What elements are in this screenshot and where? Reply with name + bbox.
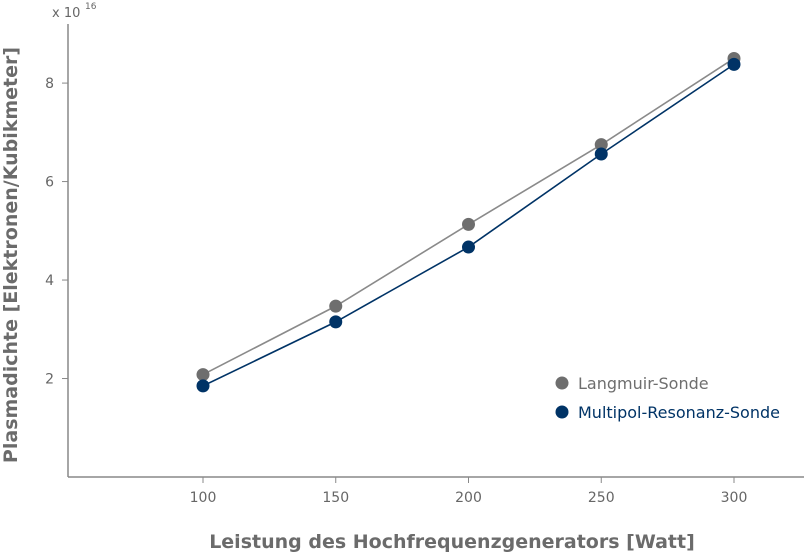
legend-label-langmuir-sonde: Langmuir-Sonde: [578, 374, 709, 393]
y-multiplier-exponent: 16: [85, 2, 97, 12]
legend-marker-multipol-resonanz-sonde: [555, 405, 569, 419]
y-multiplier-base: x 10: [52, 6, 80, 21]
axes: [67, 24, 804, 478]
x-tick-label: 150: [322, 490, 349, 506]
data-point-multipol-resonanz-sonde: [594, 147, 608, 161]
x-ticks: 100 150 200 250 300: [190, 477, 748, 506]
y-ticks: 2 4 6 8: [45, 76, 68, 388]
series-line-langmuir-sonde: [202, 57, 735, 376]
y-tick-label: 4: [45, 273, 54, 289]
legend-marker-langmuir-sonde: [555, 376, 569, 390]
legend-label-multipol-resonanz-sonde: Multipol-Resonanz-Sonde: [578, 403, 780, 422]
y-axis-multiplier: x 10 16: [52, 2, 97, 21]
y-tick-label: 2: [45, 372, 54, 388]
x-tick-label: 200: [455, 490, 482, 506]
data-point-multipol-resonanz-sonde: [329, 315, 343, 329]
legend: Langmuir-Sonde Multipol-Resonanz-Sonde: [555, 374, 780, 422]
x-tick-label: 100: [190, 490, 217, 506]
data-point-langmuir-sonde: [594, 138, 608, 152]
x-tick-label: 300: [721, 490, 748, 506]
data-point-multipol-resonanz-sonde: [727, 57, 741, 71]
x-axis-title: Leistung des Hochfrequenzgenerators [Wat…: [209, 531, 695, 553]
data-point-langmuir-sonde: [329, 299, 343, 313]
y-tick-label: 8: [45, 76, 54, 92]
data-point-langmuir-sonde: [196, 368, 210, 382]
data-point-multipol-resonanz-sonde: [196, 379, 210, 393]
y-axis-title: Plasmadichte [Elektronen/Kubikmeter]: [0, 47, 22, 463]
series-layer: [196, 51, 741, 393]
y-tick-label: 6: [45, 175, 54, 191]
data-point-multipol-resonanz-sonde: [462, 240, 475, 254]
data-point-langmuir-sonde: [462, 217, 475, 231]
x-tick-label: 250: [588, 490, 615, 506]
